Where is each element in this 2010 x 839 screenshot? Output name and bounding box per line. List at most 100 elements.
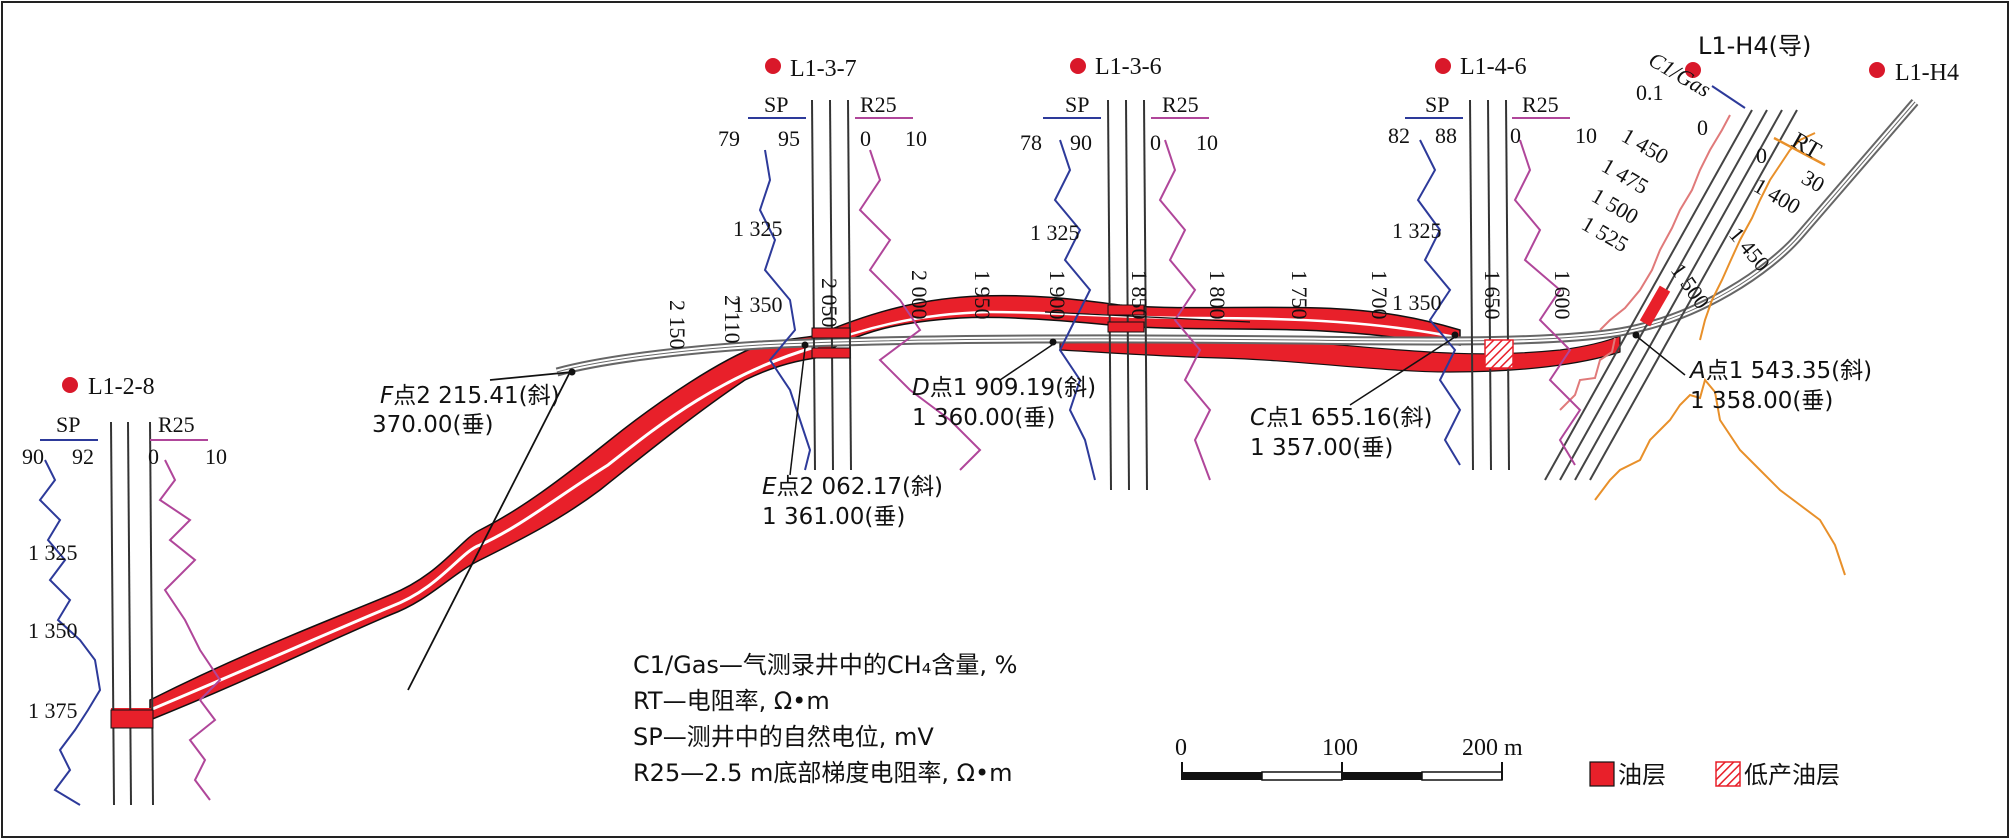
sp-scale-max-L1-2-8: 92	[72, 444, 94, 469]
point-C-label: C点1 655.16(斜)	[1250, 405, 1432, 431]
r25-label-L1-4-6: R25	[1522, 92, 1559, 117]
sp-label-L1-3-6: SP	[1065, 92, 1089, 117]
well-name-L1-H4: L1-H4	[1895, 60, 1959, 86]
md-tick: 1 950	[970, 270, 995, 320]
point-A-marker	[1632, 331, 1640, 339]
md-tick: 1 750	[1287, 270, 1312, 320]
well-dot-L1-3-6	[1070, 58, 1086, 74]
md-tick: 1 600	[1550, 270, 1575, 320]
oil-legend-label: 油层	[1618, 761, 1666, 789]
point-F-label: F点2 215.41(斜)	[380, 383, 560, 409]
well-name-L1-4-6: L1-4-6	[1460, 54, 1527, 80]
sp-scale-min-L1-4-6: 82	[1388, 123, 1410, 148]
sp-label-L1-2-8: SP	[56, 412, 80, 437]
r25-scale-max-L1-3-7: 10	[905, 126, 927, 151]
low-oil-swatch	[1715, 761, 1741, 787]
scale-bar: 0 100 200 m	[1175, 735, 1523, 781]
r25-scale-min-L1-3-6: 0	[1150, 130, 1161, 155]
well-dot-L1-H4	[1869, 62, 1885, 78]
depth-label: 1 350	[733, 292, 783, 317]
well-name-L1-2-8: L1-2-8	[88, 374, 155, 400]
low-oil-legend-label: 低产油层	[1744, 761, 1840, 789]
point-E-marker	[801, 341, 809, 349]
r25-scale-max-L1-2-8: 10	[205, 444, 227, 469]
legend-c1: C1/Gas—气测录井中的CH₄含量, %	[633, 651, 1017, 679]
r25-scale-max-L1-4-6: 10	[1575, 123, 1597, 148]
sp-scale-max-L1-3-7: 95	[778, 126, 800, 151]
pilot-well-track	[1544, 85, 1846, 576]
r25-scale-max-L1-3-6: 10	[1196, 130, 1218, 155]
scale-label-0: 0	[1175, 735, 1187, 761]
sp-scale-max-L1-3-6: 90	[1070, 130, 1092, 155]
depth-label: 1 375	[28, 698, 78, 723]
r25-scale-min-L1-2-8: 0	[148, 444, 159, 469]
rt-scale-min: 0	[1756, 143, 1767, 168]
well-name-L1-3-6: L1-3-6	[1095, 54, 1162, 80]
r25-scale-min-L1-4-6: 0	[1510, 123, 1521, 148]
depth-label: 1 325	[28, 540, 78, 565]
point-E-vertical: 1 361.00(垂)	[762, 504, 905, 530]
well-dot-L1-H4-pilot	[1685, 62, 1701, 78]
well-name-L1-H4-pilot: L1-H4(导)	[1698, 32, 1811, 60]
md-ticks: 2 150 2 110 2 050 2 000 1 950 1 900 1 85…	[665, 270, 1575, 350]
sp-scale-min-L1-2-8: 90	[22, 444, 44, 469]
md-tick: 1 800	[1205, 270, 1230, 320]
md-tick: 1 850	[1127, 270, 1152, 320]
legend-keys: 油层 低产油层	[1589, 761, 1840, 789]
legend-sp: SP—测井中的自然电位, mV	[633, 723, 934, 751]
point-C-marker	[1451, 331, 1459, 339]
point-E-label: E点2 062.17(斜)	[762, 474, 943, 500]
sp-label-L1-3-7: SP	[764, 92, 788, 117]
sp-label-L1-4-6: SP	[1425, 92, 1449, 117]
depth-label: 1 325	[733, 216, 783, 241]
legend-definitions: C1/Gas—气测录井中的CH₄含量, % RT—电阻率, Ω•m SP—测井中…	[633, 651, 1017, 787]
scale-label-100: 100	[1322, 735, 1358, 761]
point-D-label: D点1 909.19(斜)	[912, 375, 1096, 401]
md-tick: 1 650	[1480, 270, 1505, 320]
sp-scale-min-L1-3-6: 78	[1020, 130, 1042, 155]
r25-label-L1-2-8: R25	[158, 412, 195, 437]
well-dots	[62, 58, 1885, 393]
r25-label-L1-3-7: R25	[860, 92, 897, 117]
scale-label-200: 200 m	[1462, 735, 1523, 761]
point-F-marker	[568, 368, 576, 376]
point-D-marker	[1049, 338, 1057, 346]
well-dot-L1-2-8	[62, 377, 78, 393]
r25-scale-min-L1-3-7: 0	[860, 126, 871, 151]
vertical-well-L1-2-8	[38, 421, 222, 806]
depth-label: 1 400	[1750, 173, 1805, 219]
sp-scale-min-L1-3-7: 79	[718, 126, 740, 151]
md-tick: 2 150	[665, 300, 690, 350]
well-dot-L1-4-6	[1435, 58, 1451, 74]
point-A-vertical: 1 358.00(垂)	[1690, 388, 1833, 414]
point-labels: F点2 215.41(斜) 370.00(垂) E点2 062.17(斜) 1 …	[372, 358, 1872, 530]
leader-lines	[407, 311, 1686, 691]
md-tick: 2 110	[720, 295, 745, 344]
depth-label: 1 350	[28, 618, 78, 643]
depth-label: 1 350	[1392, 290, 1442, 315]
c1-scale-max: 0	[1697, 115, 1708, 140]
point-markers	[568, 331, 1640, 376]
legend-rt: RT—电阻率, Ω•m	[633, 687, 830, 715]
point-C-vertical: 1 357.00(垂)	[1250, 435, 1393, 461]
depth-label: 1 325	[1392, 218, 1442, 243]
r25-label-L1-3-6: R25	[1162, 92, 1199, 117]
md-tick: 2 000	[907, 270, 932, 320]
well-dot-L1-3-7	[765, 58, 781, 74]
sp-scale-max-L1-4-6: 88	[1435, 123, 1457, 148]
depth-label: 1 325	[1030, 220, 1080, 245]
vertical-well-L1-3-7	[758, 99, 982, 471]
rt-label: RT	[1787, 128, 1826, 165]
vertical-well-L1-4-6	[1416, 99, 1582, 471]
point-D-vertical: 1 360.00(垂)	[912, 405, 1055, 431]
horizontal-wellbore	[555, 99, 1919, 377]
track-header-lines	[40, 117, 1570, 441]
point-A-label: A点1 543.35(斜)	[1688, 358, 1872, 384]
oil-swatch	[1589, 761, 1615, 787]
rt-scale-max: 30	[1798, 165, 1830, 198]
legend-r25: R25—2.5 m底部梯度电阻率, Ω•m	[633, 759, 1013, 787]
vertical-well-L1-3-6	[1053, 99, 1212, 491]
